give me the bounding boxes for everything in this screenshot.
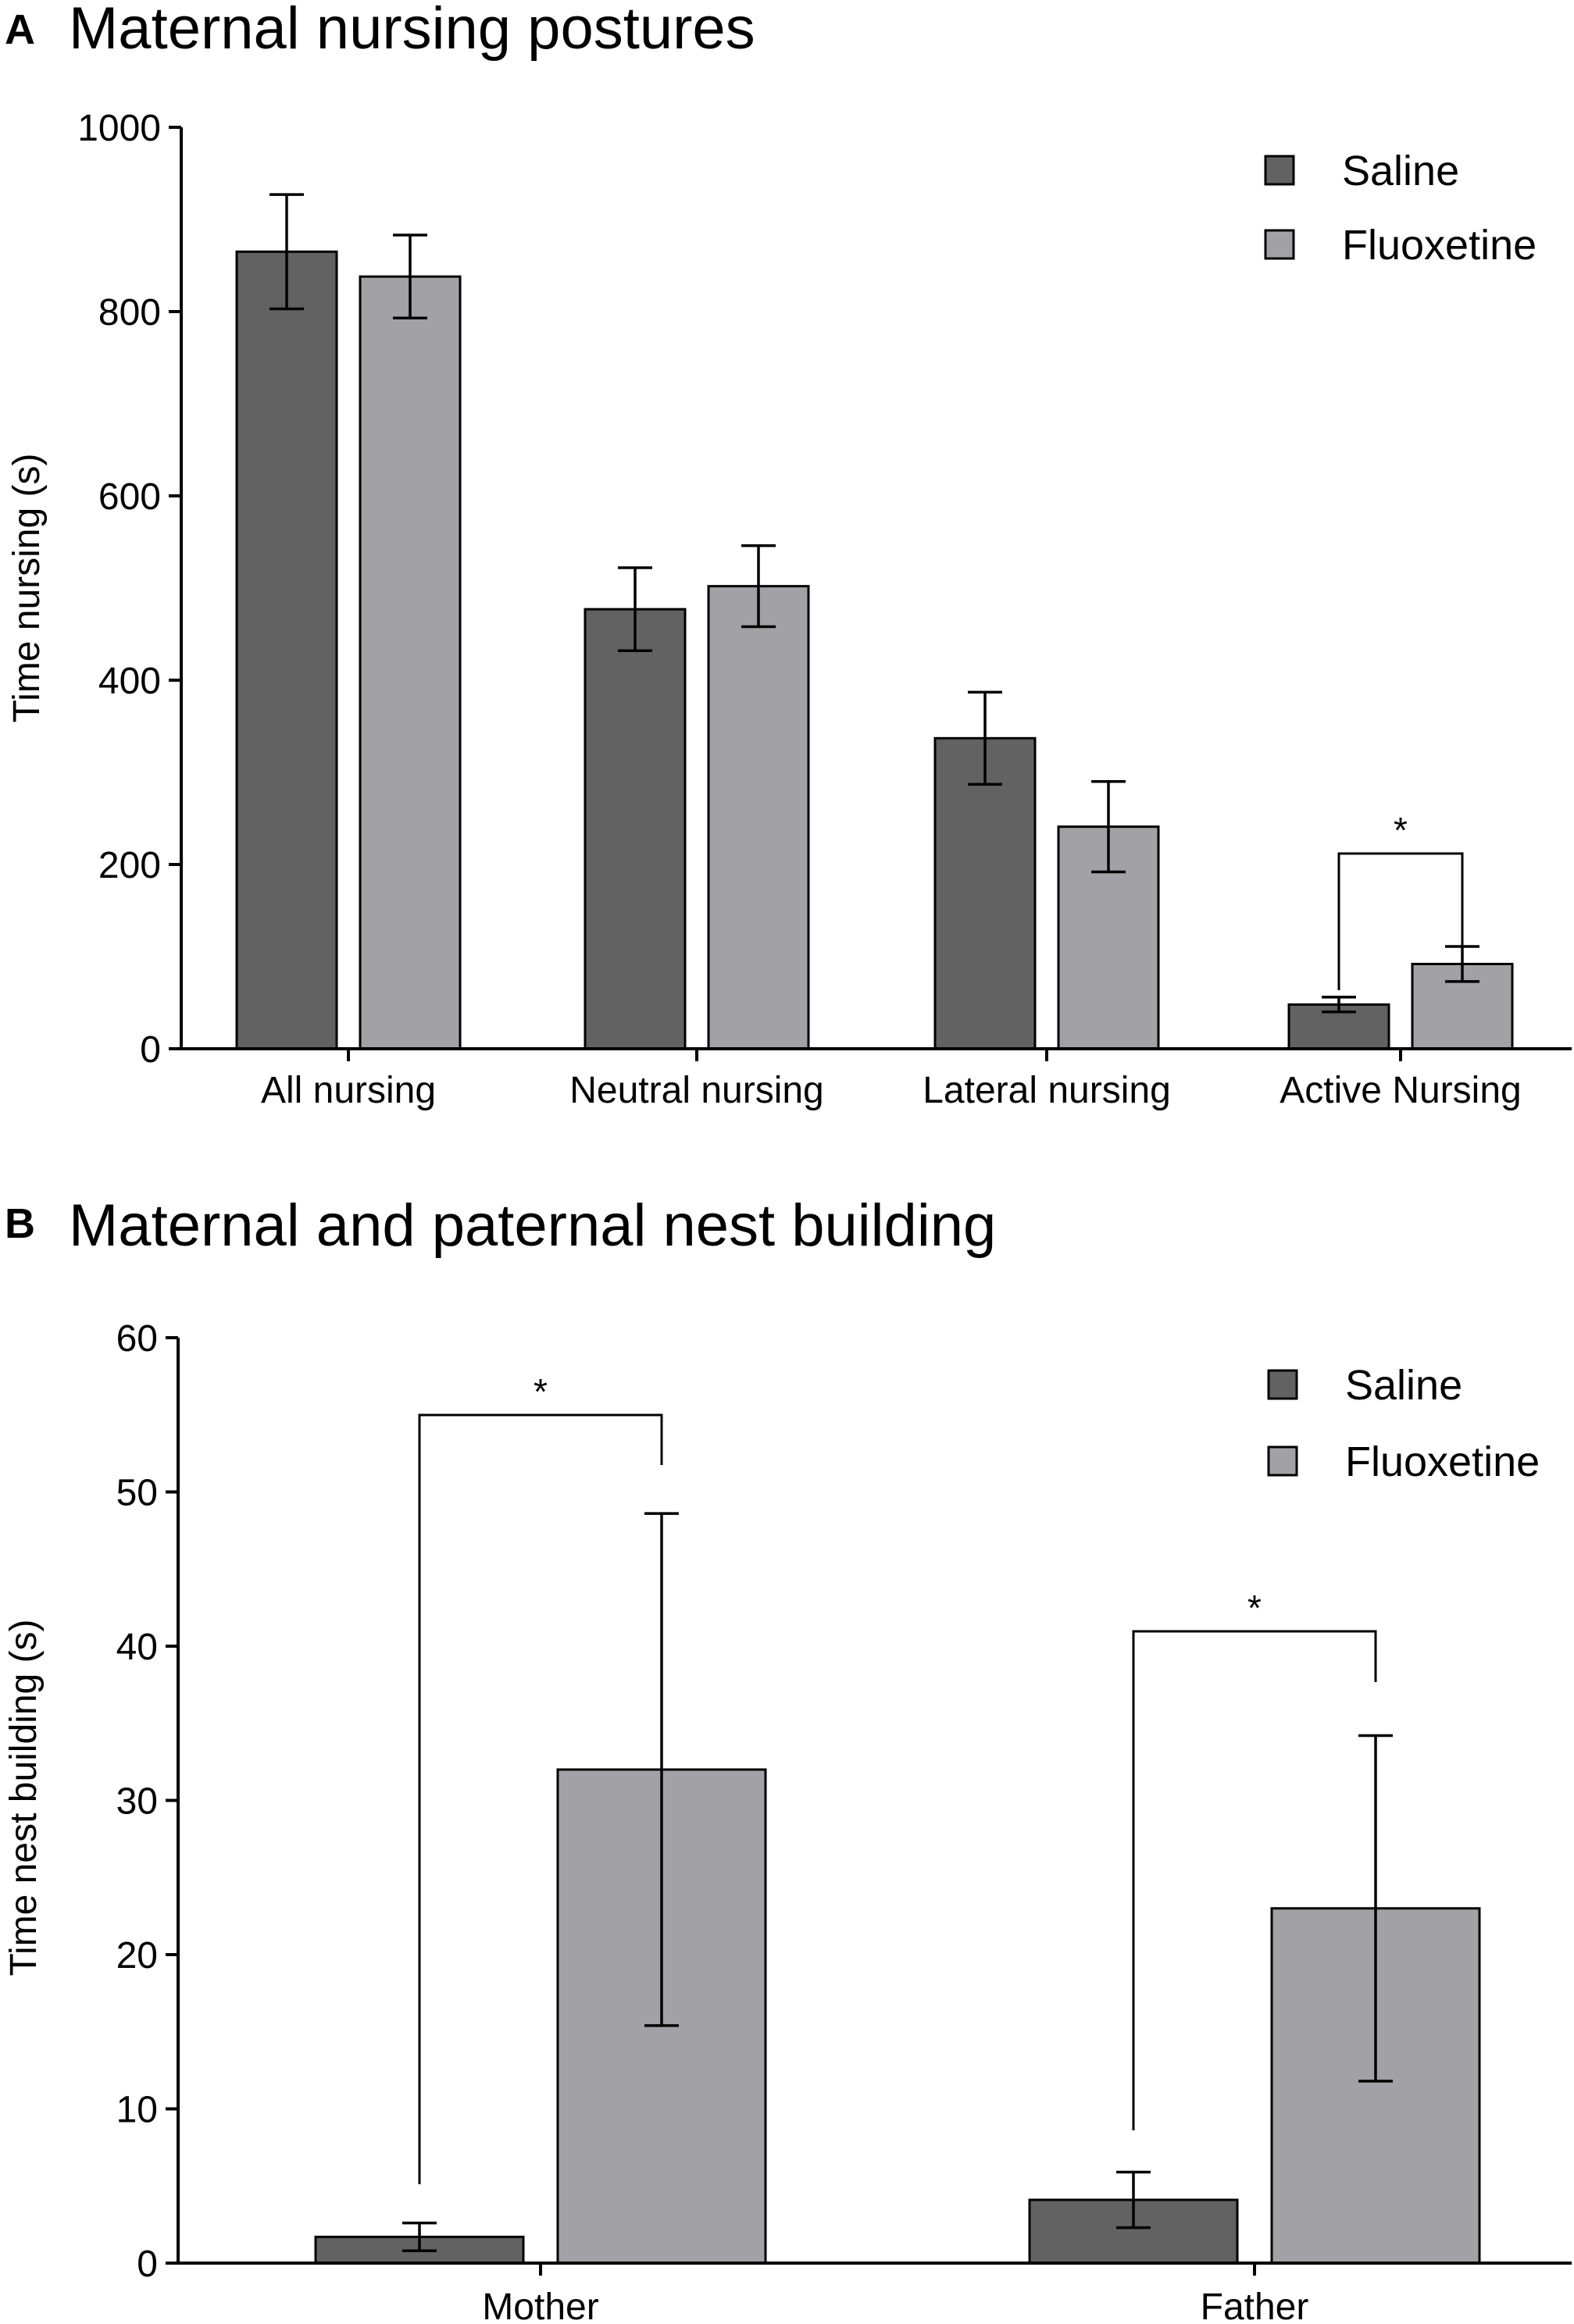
saline-bar: [933, 736, 1037, 1050]
y-tick-label: 10: [116, 2090, 158, 2131]
panel-a-title: Maternal nursing postures: [69, 0, 755, 62]
fluoxetine-legend-swatch: [1264, 229, 1295, 260]
y-tick-label: 600: [98, 476, 161, 518]
x-tick-label: All nursing: [261, 1070, 436, 1111]
y-tick-label: 30: [116, 1781, 158, 1823]
x-tick-label: Lateral nursing: [923, 1070, 1171, 1111]
y-tick-label: 0: [137, 2244, 158, 2285]
x-tick-label: Father: [1201, 2287, 1309, 2324]
saline-legend-label: Saline: [1342, 148, 1459, 194]
saline-legend-swatch: [1264, 155, 1295, 186]
x-tick-label: Active Nursing: [1280, 1070, 1521, 1111]
saline-bar: [584, 608, 687, 1050]
fluoxetine-bar: [707, 585, 810, 1050]
saline-legend-label: Saline: [1345, 1362, 1462, 1409]
significance-star: *: [1394, 810, 1408, 850]
fluoxetine-legend-label: Fluoxetine: [1342, 222, 1537, 269]
y-axis-title: Time nursing (s): [6, 454, 48, 723]
panel-b-chart: 0 10 20 30 40 50 60 Time nest building (s) Mothe…: [3, 1318, 1572, 2324]
y-tick-label: 400: [98, 661, 161, 702]
panel-a-letter: A: [5, 6, 35, 53]
fluoxetine-legend-swatch: [1267, 1445, 1298, 1477]
y-tick-label: 60: [116, 1318, 158, 1360]
fluoxetine-bar: [359, 275, 462, 1050]
fluoxetine-legend-label: Fluoxetine: [1345, 1438, 1540, 1485]
panel-b-letter: B: [5, 1200, 35, 1247]
panel-a-chart: 0 200 400 600 800 1000 Time nursing (s) All nur…: [6, 108, 1572, 1111]
y-tick-label: 1000: [77, 108, 161, 149]
y-tick-label: 800: [98, 292, 161, 333]
y-tick-label: 20: [116, 1935, 158, 1976]
saline-bar: [235, 250, 338, 1050]
significance-star: *: [534, 1371, 548, 1412]
y-tick-label: 40: [116, 1627, 158, 1668]
y-tick-label: 200: [98, 845, 161, 886]
significance-star: *: [1247, 1588, 1262, 1628]
x-tick-label: Mother: [482, 2287, 598, 2324]
y-tick-label: 0: [140, 1029, 161, 1071]
x-tick-label: Neutral nursing: [569, 1070, 824, 1111]
significance-bracket: [418, 1413, 663, 2184]
y-tick-label: 50: [116, 1473, 158, 1514]
significance-bracket: [1132, 1630, 1377, 2130]
y-axis-title: Time nest building (s): [3, 1619, 45, 1976]
significance-bracket: [1337, 852, 1464, 990]
panel-b-title: Maternal and paternal nest building: [69, 1192, 996, 1259]
saline-legend-swatch: [1267, 1369, 1298, 1400]
